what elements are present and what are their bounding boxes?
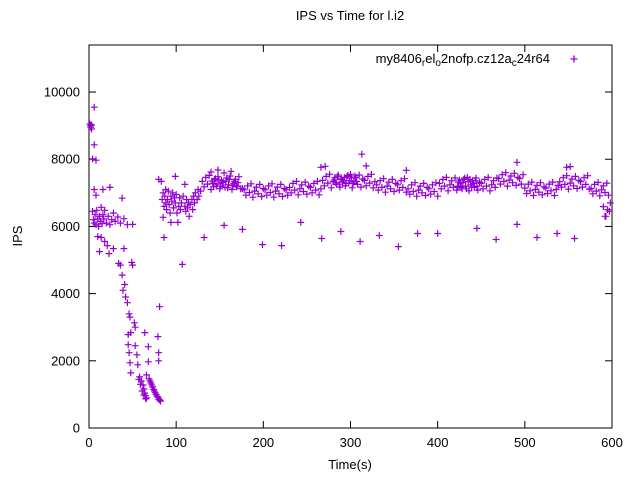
x-tick-label: 200 — [252, 435, 274, 450]
chart-title: IPS vs Time for l.i2 — [296, 8, 404, 23]
legend-label: my8406relo2nofp.cz12ac24r64 — [376, 51, 550, 69]
x-tick-label: 400 — [427, 435, 449, 450]
x-axis-ticks: 0 100 200 300 400 500 600 — [85, 45, 623, 450]
data-points — [86, 103, 614, 405]
y-tick-label: 10000 — [44, 85, 80, 100]
y-tick-label: 4000 — [51, 286, 80, 301]
y-tick-label: 0 — [73, 421, 80, 436]
y-axis-label: IPS — [10, 225, 25, 246]
x-tick-label: 300 — [340, 435, 362, 450]
data-points-layer — [86, 103, 614, 405]
y-axis-ticks: 0 2000 4000 6000 8000 10000 — [44, 85, 612, 436]
y-tick-label: 2000 — [51, 353, 80, 368]
legend: my8406relo2nofp.cz12ac24r64 — [376, 51, 578, 69]
y-tick-label: 8000 — [51, 152, 80, 167]
x-tick-label: 500 — [514, 435, 536, 450]
x-tick-label: 600 — [601, 435, 623, 450]
x-axis-label: Time(s) — [328, 457, 372, 472]
legend-plus-marker-icon — [570, 55, 578, 63]
plot-border — [88, 44, 613, 429]
x-tick-label: 0 — [85, 435, 92, 450]
y-tick-label: 6000 — [51, 219, 80, 234]
x-tick-label: 100 — [165, 435, 187, 450]
